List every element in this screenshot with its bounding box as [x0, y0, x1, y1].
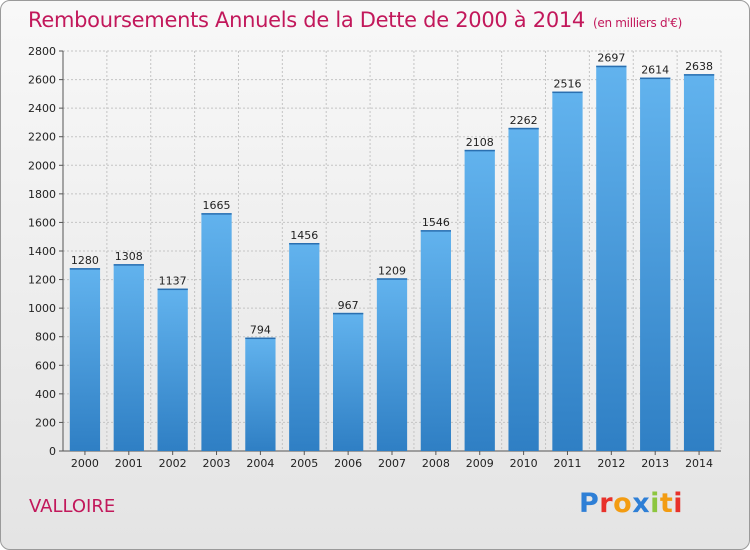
chart-subtitle: (en milliers d'€)	[593, 16, 683, 30]
bar-value-label: 1456	[290, 229, 318, 242]
bar-value-label: 967	[338, 299, 359, 312]
proxiti-logo: Proxiti	[579, 488, 683, 519]
bar-value-label: 1665	[203, 199, 231, 212]
x-tick-label: 2006	[334, 457, 362, 470]
bar-top-edge	[245, 337, 276, 340]
bar	[289, 243, 320, 451]
y-tick-label: 200	[35, 416, 56, 429]
bar-value-label: 2516	[553, 78, 581, 91]
logo-letter: P	[579, 488, 600, 519]
bar-value-label: 2638	[685, 60, 713, 73]
y-tick-label: 2600	[28, 74, 56, 87]
bar	[376, 278, 408, 451]
bar-value-label: 2262	[510, 114, 538, 127]
bar-top-edge	[289, 243, 320, 245]
logo-letter: i	[673, 488, 684, 519]
y-tick-label: 1000	[28, 302, 56, 315]
y-tick-label: 400	[35, 388, 56, 401]
y-tick-label: 1600	[28, 216, 56, 229]
x-tick-label: 2004	[246, 457, 274, 470]
x-tick-label: 2013	[641, 457, 669, 470]
bar	[552, 91, 583, 452]
bar	[464, 149, 495, 451]
bar	[508, 127, 539, 451]
bar-top-edge	[332, 312, 364, 315]
logo-letter: x	[632, 488, 651, 519]
bar-top-edge	[376, 278, 408, 280]
bar-top-edge	[552, 91, 583, 94]
chart-labels: 1280 1308 1137 1665 794 1456 967 1209 1546 2108 22…	[71, 52, 713, 337]
bar	[157, 288, 188, 451]
bar	[245, 337, 276, 451]
bar-top-edge	[464, 149, 495, 152]
x-tick-label: 2003	[203, 457, 231, 470]
bar-top-edge	[201, 213, 232, 215]
logo-letter: i	[650, 488, 660, 519]
bar	[113, 264, 144, 451]
y-tick-label: 2000	[28, 159, 56, 172]
bar	[640, 77, 671, 452]
x-tick-label: 2011	[553, 457, 581, 470]
bar-value-label: 2614	[641, 64, 669, 77]
bar-top-edge	[157, 288, 188, 291]
y-tick-label: 0	[49, 445, 56, 458]
bar	[201, 213, 232, 451]
y-tick-label: 800	[35, 331, 56, 344]
bar-value-label: 1137	[159, 275, 187, 288]
y-tick-label: 1800	[28, 188, 56, 201]
bar-top-edge	[683, 74, 715, 76]
bar-value-label: 2697	[597, 52, 625, 65]
bar	[420, 230, 452, 451]
bar-top-edge	[420, 230, 452, 232]
logo-letter: t	[659, 488, 674, 519]
y-tick-label: 2800	[28, 45, 56, 58]
bar-value-label: 1280	[71, 254, 99, 267]
bar	[596, 65, 627, 451]
x-tick-label: 2009	[466, 457, 494, 470]
x-tick-label: 2005	[290, 457, 318, 470]
logo-letter: r	[599, 488, 614, 519]
bar-top-edge	[640, 77, 671, 80]
bar-top-edge	[69, 268, 101, 270]
commune-name: VALLOIRE	[29, 496, 116, 517]
bar-value-label: 1209	[378, 264, 406, 277]
x-tick-label: 2001	[115, 457, 143, 470]
bar-top-edge	[113, 264, 144, 266]
x-tick-label: 2008	[422, 457, 450, 470]
x-tick-label: 2012	[597, 457, 625, 470]
x-tick-label: 2002	[159, 457, 187, 470]
bar-value-label: 1546	[422, 216, 450, 229]
y-tick-label: 1400	[28, 245, 56, 258]
bar	[332, 312, 364, 451]
x-tick-label: 2010	[510, 457, 538, 470]
x-tick-label: 2014	[685, 457, 713, 470]
bar-top-edge	[508, 127, 539, 130]
chart-title: Remboursements Annuels de la Dette de 20…	[28, 8, 682, 32]
bar	[69, 268, 101, 451]
y-tick-label: 1200	[28, 274, 56, 287]
y-tick-label: 2400	[28, 102, 56, 115]
bar-value-label: 2108	[466, 136, 494, 149]
x-tick-label: 2000	[71, 457, 99, 470]
x-tick-label: 2007	[378, 457, 406, 470]
logo-letter: o	[613, 488, 633, 519]
y-tick-label: 2200	[28, 131, 56, 144]
bar	[683, 74, 715, 452]
chart-title-text: Remboursements Annuels de la Dette de 20…	[28, 8, 585, 32]
bar-value-label: 794	[250, 324, 271, 337]
bar-value-label: 1308	[115, 250, 143, 263]
bar-top-edge	[596, 65, 627, 68]
chart-bars	[69, 65, 715, 452]
y-tick-label: 600	[35, 359, 56, 372]
